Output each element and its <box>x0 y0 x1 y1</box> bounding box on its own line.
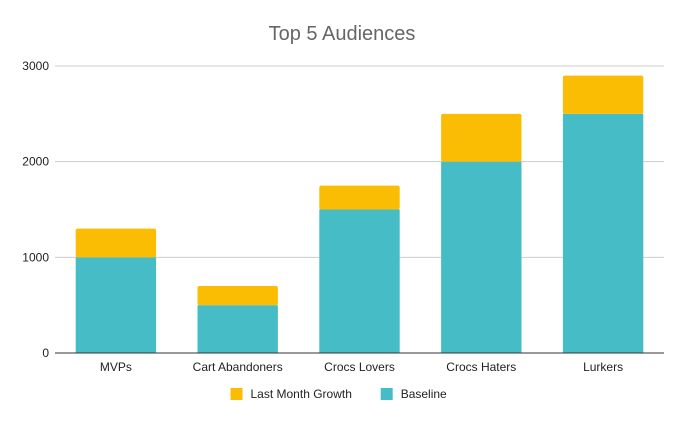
x-category-label: Lurkers <box>583 360 623 374</box>
bar-baseline <box>562 113 644 353</box>
y-tick-label: 1000 <box>22 250 49 264</box>
legend-swatch <box>380 388 393 400</box>
bar-last-month-growth <box>197 286 278 306</box>
x-category-label: MVPs <box>100 360 132 374</box>
x-category-label: Cart Abandoners <box>193 360 283 374</box>
bar-last-month-growth <box>319 185 400 210</box>
bar-last-month-growth <box>562 75 644 114</box>
y-tick-label: 2000 <box>22 155 49 169</box>
y-tick-label: 0 <box>42 346 49 360</box>
bar-baseline <box>441 161 522 353</box>
legend-label: Baseline <box>401 387 447 401</box>
bar-baseline <box>319 209 400 353</box>
bar-baseline <box>197 305 278 353</box>
x-axis-categories: MVPs Cart Abandoners Crocs Lovers Crocs Hat… <box>100 360 623 374</box>
y-tick-label: 3000 <box>22 59 49 73</box>
legend-swatch <box>230 388 243 400</box>
legend-label: Last Month Growth <box>251 387 352 401</box>
x-category-label: Crocs Haters <box>446 360 516 374</box>
chart-title: Top 5 Audiences <box>269 23 416 45</box>
legend: Last Month Growth Baseline <box>230 387 447 401</box>
bar-last-month-growth <box>75 228 157 258</box>
bars <box>75 75 644 353</box>
y-axis-ticks: 0 1000 2000 3000 <box>22 59 49 360</box>
bar-baseline <box>75 257 157 353</box>
bar-last-month-growth <box>441 113 522 162</box>
x-category-label: Crocs Lovers <box>324 360 395 374</box>
